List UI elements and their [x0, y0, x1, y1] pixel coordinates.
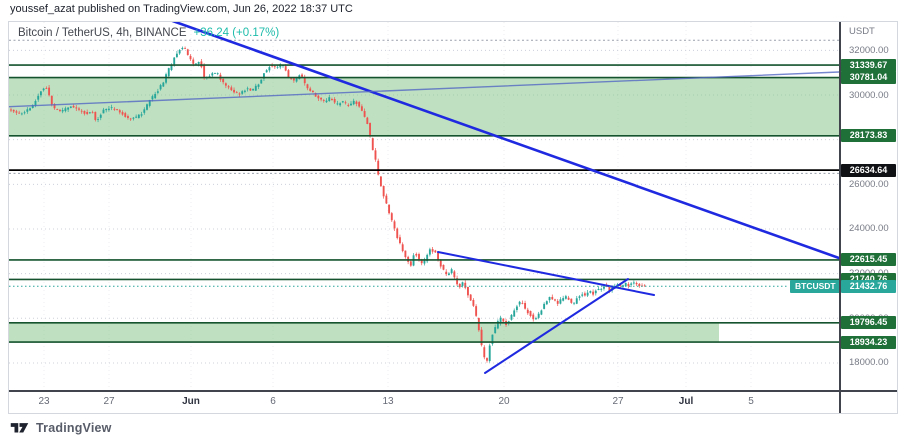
- tradingview-logo: TradingView: [9, 420, 112, 435]
- triangle-descending-line: [437, 251, 655, 296]
- btcusdt-price-flag: BTCUSDT: [790, 279, 839, 293]
- price-axis-badge-teal: 21432.76: [841, 279, 896, 293]
- publish-info-text: youssef_azat published on TradingView.co…: [10, 3, 353, 15]
- time-axis-tick: 20: [498, 396, 510, 407]
- price-axis-badge-green: 31339.67: [841, 58, 896, 72]
- price-axis-label: 32000.00: [849, 44, 889, 56]
- time-axis-tick: 6: [270, 396, 276, 407]
- price-axis-label: 26000.00: [849, 178, 889, 190]
- legend-change-text: +36.24 (+0.17%): [193, 27, 280, 39]
- chart-frame: Bitcoin / TetherUS, 4h, BINANCE +36.24 (+…: [8, 21, 898, 414]
- time-axis-separator: [9, 390, 897, 392]
- price-axis-badge-green: 19796.45: [841, 316, 896, 330]
- time-axis: 23 27 Jun 6 13 20 27 Jul 5: [9, 393, 897, 413]
- price-axis-label: 24000.00: [849, 223, 889, 235]
- time-axis-tick: 5: [748, 396, 754, 407]
- price-axis-currency-label: USDT: [849, 26, 875, 37]
- time-axis-tick: 13: [382, 396, 394, 407]
- legend-symbol-text: Bitcoin / TetherUS, 4h, BINANCE: [18, 27, 187, 39]
- price-axis-label: 18000.00: [849, 357, 889, 369]
- time-axis-tick: 27: [103, 396, 115, 407]
- price-axis-badge-green: 30781.04: [841, 71, 896, 85]
- price-axis-badge-black: 26634.64: [841, 163, 896, 177]
- grid-layer: [9, 22, 839, 390]
- time-axis-tick: 23: [38, 396, 50, 407]
- price-axis: USDT 32000.0030000.0028000.0026000.00240…: [841, 22, 897, 390]
- chart-legend: Bitcoin / TetherUS, 4h, BINANCE +36.24 (+…: [18, 27, 279, 39]
- tradingview-logo-text: TradingView: [36, 420, 112, 435]
- price-chart-canvas: [9, 22, 839, 390]
- chart-plot-area: Bitcoin / TetherUS, 4h, BINANCE +36.24 (+…: [9, 22, 839, 390]
- price-axis-separator: [839, 22, 841, 413]
- price-axis-badge-green: 22615.45: [841, 253, 896, 267]
- major-descending-trendline: [171, 22, 839, 260]
- triangle-ascending-line: [484, 278, 629, 374]
- tradingview-logo-icon: [10, 423, 29, 433]
- time-axis-tick: 27: [612, 396, 624, 407]
- price-axis-label: 30000.00: [849, 89, 889, 101]
- price-axis-badge-green: 18934.23: [841, 335, 896, 349]
- time-axis-tick: Jul: [678, 396, 694, 407]
- price-axis-badge-green: 28173.83: [841, 129, 896, 143]
- time-axis-tick: Jun: [182, 396, 200, 407]
- long-ascending-trendline: [9, 71, 839, 108]
- trendlines-layer: [9, 22, 839, 374]
